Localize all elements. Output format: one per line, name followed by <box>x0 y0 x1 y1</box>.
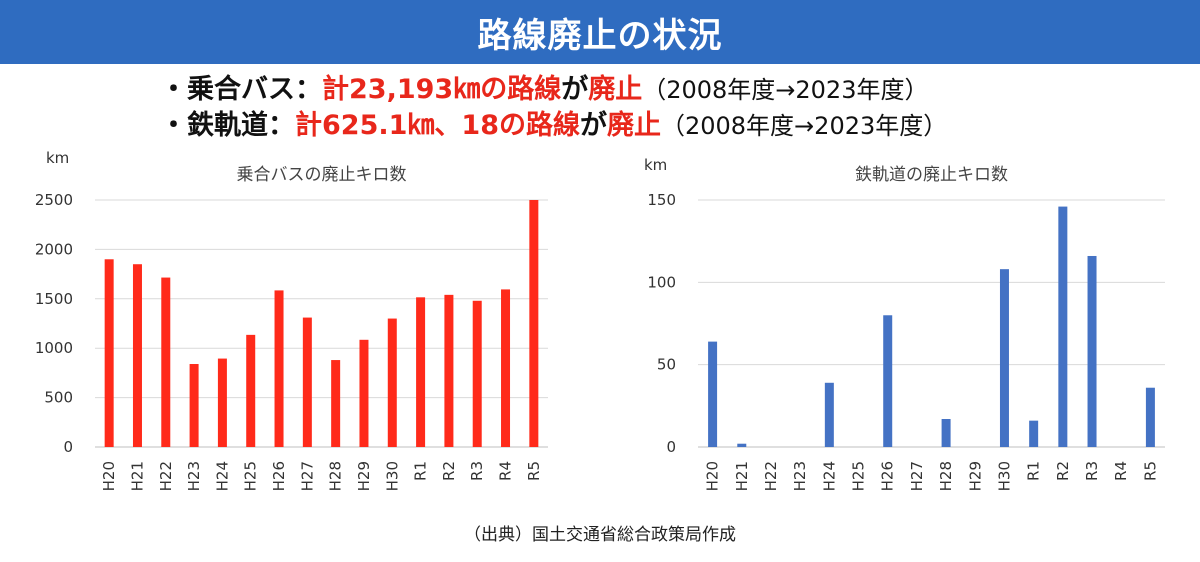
bullet-rail: ・鉄軌道：計625.1㎞、18の路線が廃止（2008年度→2023年度） <box>160 108 947 144</box>
bar-H30 <box>999 269 1009 447</box>
bar-R4 <box>501 289 511 447</box>
x-tick-label: H28 <box>327 461 345 491</box>
bar-H25 <box>246 334 256 447</box>
bar-H24 <box>217 358 227 447</box>
bullet-highlight-abolished: 廃止 <box>588 74 643 105</box>
x-tick-label: H28 <box>937 461 955 491</box>
y-tick-label: 100 <box>647 273 676 291</box>
x-tick-label: H20 <box>704 461 722 491</box>
bar-R5 <box>1145 387 1155 447</box>
x-tick-label: H25 <box>850 461 868 491</box>
x-tick-label: H22 <box>762 461 780 491</box>
x-tick-label: R2 <box>1054 461 1072 481</box>
x-tick-label: H29 <box>355 461 373 491</box>
bar-H30 <box>387 318 397 447</box>
x-tick-label: R2 <box>440 461 458 481</box>
y-tick-label: 1500 <box>35 290 73 308</box>
bar-H20 <box>708 341 718 447</box>
bar-H22 <box>161 277 171 447</box>
bar-H28 <box>941 419 951 447</box>
bar-R2 <box>1058 206 1068 447</box>
x-tick-label: H30 <box>383 461 401 491</box>
bullet-period: （2008年度→2023年度） <box>642 76 929 104</box>
x-tick-label: H29 <box>966 461 984 491</box>
y-tick-label: 2500 <box>35 191 73 209</box>
bar-H20 <box>104 259 114 447</box>
x-tick-label: H24 <box>213 461 231 491</box>
bar-H26 <box>883 315 893 447</box>
x-tick-label: R1 <box>1025 461 1043 481</box>
y-tick-label: 2000 <box>35 240 73 258</box>
page-title: 路線廃止の状況 <box>477 15 723 56</box>
bullet-highlight-abolished: 廃止 <box>606 110 661 141</box>
y-tick-label: 0 <box>666 438 676 456</box>
bullet-bus: ・乗合バス：計23,193㎞の路線が廃止（2008年度→2023年度） <box>160 72 947 108</box>
x-tick-label: R1 <box>412 461 430 481</box>
bar-H23 <box>189 364 199 447</box>
bar-R2 <box>444 294 454 447</box>
bar-H21 <box>737 443 747 447</box>
x-tick-label: H24 <box>820 461 838 491</box>
x-tick-label: H26 <box>270 461 288 491</box>
x-tick-label: H20 <box>100 461 118 491</box>
bullet-highlight: 計23,193㎞の路線 <box>322 74 562 105</box>
x-tick-label: R3 <box>1083 461 1101 481</box>
x-tick-label: H23 <box>791 461 809 491</box>
bar-H24 <box>824 382 834 447</box>
x-tick-label: H25 <box>242 461 260 491</box>
x-tick-label: H27 <box>298 461 316 491</box>
bar-R3 <box>472 300 482 447</box>
y-tick-label: 0 <box>63 438 73 456</box>
bar-H27 <box>302 317 312 447</box>
bar-R3 <box>1087 255 1097 447</box>
page-title-banner: 路線廃止の状況 <box>0 0 1200 64</box>
bullet-period: （2008年度→2023年度） <box>660 112 948 140</box>
y-tick-label: 500 <box>44 389 73 407</box>
x-tick-label: H21 <box>128 461 146 491</box>
bullet-highlight: 計625.1㎞、18の路線 <box>295 110 580 141</box>
x-tick-label: H21 <box>733 461 751 491</box>
bullet-connector: が <box>561 74 589 105</box>
y-tick-label: 150 <box>647 191 676 209</box>
bar-H29 <box>359 339 369 447</box>
x-tick-label: H26 <box>879 461 897 491</box>
x-tick-label: H30 <box>995 461 1013 491</box>
bullet-prefix: ・乗合バス： <box>160 74 322 105</box>
x-tick-label: R3 <box>468 461 486 481</box>
bar-R5 <box>529 200 539 447</box>
bar-R1 <box>1029 420 1039 447</box>
y-tick-label: 1000 <box>35 339 73 357</box>
bullet-connector: が <box>579 110 607 141</box>
x-tick-label: H23 <box>185 461 203 491</box>
bar-R1 <box>416 297 426 447</box>
bar-H26 <box>274 290 284 447</box>
source-note: （出典）国土交通省総合政策局作成 <box>464 525 736 545</box>
rail-abolished-km-chart: 鉄軌道の廃止キロ数 km 0 50 100 150 H20 H21 H22 H23 H24 H25 H2… <box>644 156 1165 491</box>
x-tick-label: R4 <box>497 461 515 481</box>
chart-title: 乗合バスの廃止キロ数 <box>237 165 407 185</box>
bar-H21 <box>132 264 142 447</box>
x-tick-label: H22 <box>157 461 175 491</box>
bar-H28 <box>331 360 341 447</box>
x-tick-label: R5 <box>1141 461 1159 481</box>
x-tick-label: H27 <box>908 461 926 491</box>
y-tick-label: 50 <box>657 356 676 374</box>
summary-bullets: ・乗合バス：計23,193㎞の路線が廃止（2008年度→2023年度） ・鉄軌道… <box>160 72 947 144</box>
x-tick-label: R4 <box>1112 461 1130 481</box>
y-axis-unit: km <box>644 156 667 174</box>
bullet-prefix: ・鉄軌道： <box>160 110 295 141</box>
chart-title: 鉄軌道の廃止キロ数 <box>855 165 1008 185</box>
x-tick-label: R5 <box>525 461 543 481</box>
bus-abolished-km-chart: 乗合バスの廃止キロ数 km 0 500 1000 1500 2000 2500 H20 H21 H2… <box>35 149 548 491</box>
y-axis-unit: km <box>46 149 69 167</box>
